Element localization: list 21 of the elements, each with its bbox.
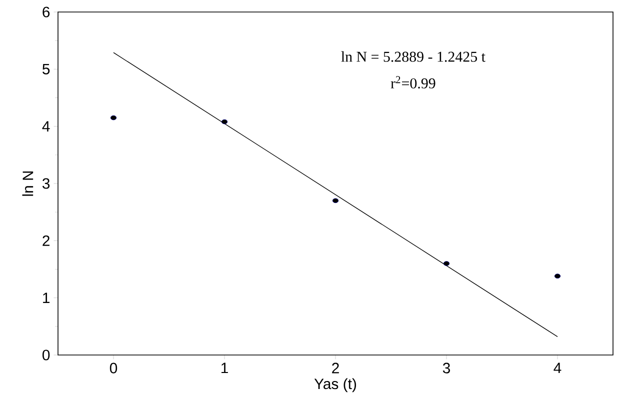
y-tick-label: 1	[43, 292, 50, 303]
point	[443, 261, 450, 266]
point	[332, 198, 339, 204]
y-tick-label: 3	[42, 178, 50, 189]
point	[554, 274, 561, 278]
y-tick-label: 6	[42, 6, 50, 18]
point	[221, 119, 228, 124]
x-tick-label: 0	[110, 362, 118, 374]
x-tick-label: 2	[332, 362, 339, 374]
y-tick-label: 0	[42, 350, 50, 360]
x-tick-label: 4	[554, 362, 562, 374]
point	[110, 115, 117, 120]
x-tick-label: 1	[221, 362, 228, 374]
y-axis-title: ln N	[22, 171, 34, 196]
annotation: r$^{2}$=0.99	[390, 76, 436, 88]
x-tick-label: 3	[442, 362, 450, 374]
x-axis-title: Yas (t)	[314, 378, 356, 392]
annotation: ln N = 5.2889 - 1.2425 t	[341, 51, 486, 62]
y-tick-label: 5	[42, 64, 50, 74]
y-tick-label: 2	[42, 235, 50, 246]
y-tick-label: 4	[42, 121, 50, 132]
